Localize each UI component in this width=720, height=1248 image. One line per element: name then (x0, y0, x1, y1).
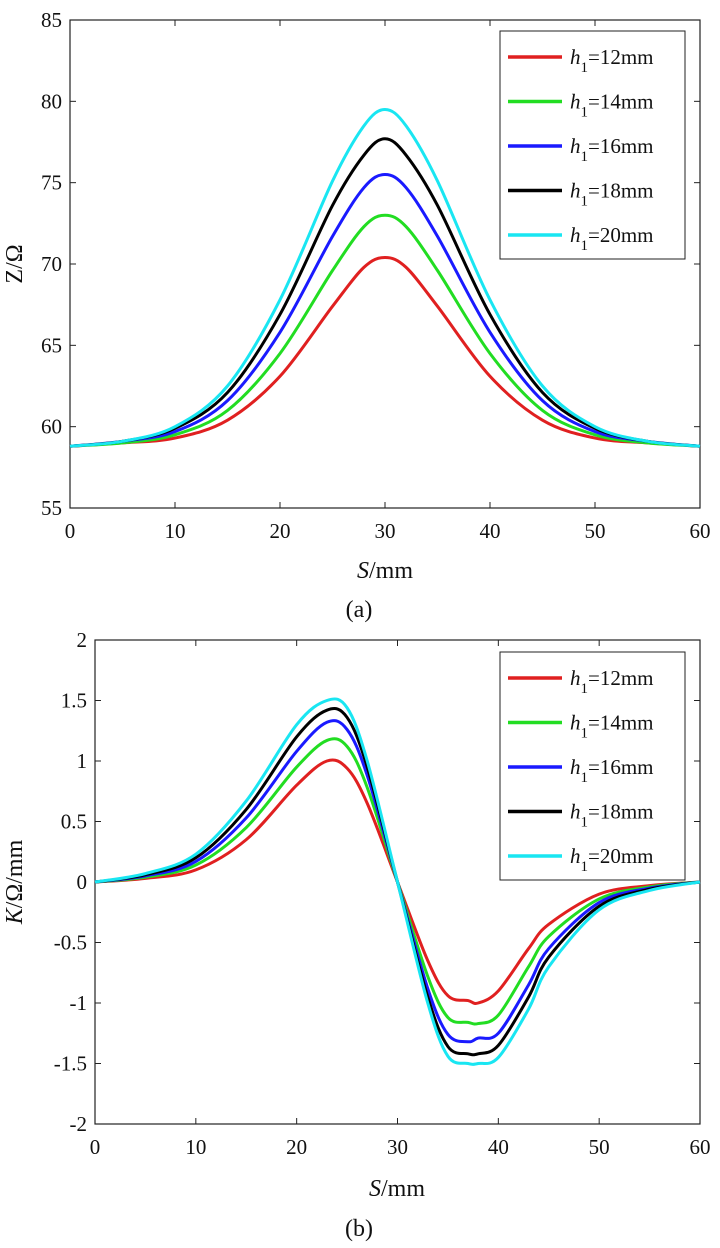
x-tick-label-b: 30 (387, 1135, 408, 1159)
series-line-a-1 (69, 255, 701, 448)
x-tick-label-a: 10 (165, 519, 186, 543)
y-tick-label-a: 75 (41, 171, 62, 195)
y-tick-label-a: 70 (41, 252, 62, 276)
y-axis-label-b: K/Ω/mm (2, 839, 28, 925)
legend-b: h1=12mm h1=14mm h1=16mm h1=18mm h1=20mm (499, 651, 686, 881)
series-line-b-5 (94, 697, 701, 1066)
x-axis-label-b: S/mm (369, 1176, 425, 1202)
y-tick-label-a: 85 (41, 8, 62, 32)
x-tick-label-a: 50 (585, 519, 606, 543)
x-tick-label-a: 60 (690, 519, 711, 543)
caption-a: (a) (346, 597, 373, 623)
series-line-a-5 (69, 107, 701, 448)
y-tick-label-b: -1.5 (54, 1052, 87, 1076)
y-tick-label-a: 60 (41, 415, 62, 439)
x-tick-label-b: 60 (690, 1135, 711, 1159)
x-tick-label-b: 40 (488, 1135, 509, 1159)
y-tick-label-a: 65 (41, 333, 62, 357)
y-tick-label-b: 1.5 (61, 689, 87, 713)
y-tick-label-b: 1 (77, 749, 88, 773)
y-tick-label-a: 80 (41, 89, 62, 113)
legend-label-b-3: h1=16mm (570, 755, 654, 786)
x-tick-label-b: 0 (90, 1135, 101, 1159)
axis-ticks-b: 0 10 20 30 40 50 60 -2 -1.5 -1 -0.5 0 0.5 1 1.5 2 (54, 628, 711, 1159)
series-line-a-3 (69, 173, 701, 448)
series-line-b-1 (94, 758, 701, 1005)
x-tick-label-a: 40 (480, 519, 501, 543)
legend-label-a-5: h1=20mm (570, 223, 654, 254)
chart-panel-a: 0 10 20 30 40 50 60 55 60 65 70 75 80 85 h1=12mm h1=14… (2, 8, 711, 623)
x-tick-label-b: 50 (589, 1135, 610, 1159)
x-tick-label-b: 10 (185, 1135, 206, 1159)
series-lines-b (94, 697, 701, 1066)
y-axis-label-a: Z/Ω (2, 244, 28, 283)
y-tick-label-b: -2 (70, 1112, 88, 1136)
chart-panel-b: 0 10 20 30 40 50 60 -2 -1.5 -1 -0.5 0 0.5 1 1.5 2 h1=12… (2, 628, 711, 1242)
y-tick-label-b: -1 (70, 991, 88, 1015)
legend-label-b-4: h1=18mm (570, 800, 654, 831)
y-tick-label-a: 55 (41, 496, 62, 520)
series-lines-a (69, 107, 701, 448)
legend-label-a-4: h1=18mm (570, 179, 654, 210)
x-tick-label-a: 20 (270, 519, 291, 543)
legend-label-b-5: h1=20mm (570, 844, 654, 875)
legend-label-a-2: h1=14mm (570, 90, 654, 121)
x-tick-label-b: 20 (286, 1135, 307, 1159)
y-tick-label-b: 0.5 (61, 810, 87, 834)
x-tick-label-a: 0 (65, 519, 76, 543)
x-axis-label-a: S/mm (357, 558, 413, 584)
x-tick-label-a: 30 (375, 519, 396, 543)
caption-b: (b) (345, 1216, 373, 1242)
legend-a: h1=12mm h1=14mm h1=16mm h1=18mm h1=20mm (499, 30, 686, 260)
series-line-a-2 (69, 213, 701, 448)
series-line-a-4 (69, 137, 701, 448)
legend-label-b-2: h1=14mm (570, 711, 654, 742)
y-tick-label-b: 0 (77, 870, 88, 894)
axis-ticks-a: 0 10 20 30 40 50 60 55 60 65 70 75 80 85 (41, 8, 711, 543)
y-tick-label-b: -0.5 (54, 931, 87, 955)
legend-label-a-1: h1=12mm (570, 45, 654, 76)
legend-label-a-3: h1=16mm (570, 134, 654, 165)
legend-label-b-1: h1=12mm (570, 666, 654, 697)
series-line-b-3 (94, 719, 701, 1044)
series-line-b-2 (94, 737, 701, 1026)
y-tick-label-b: 2 (77, 628, 88, 652)
